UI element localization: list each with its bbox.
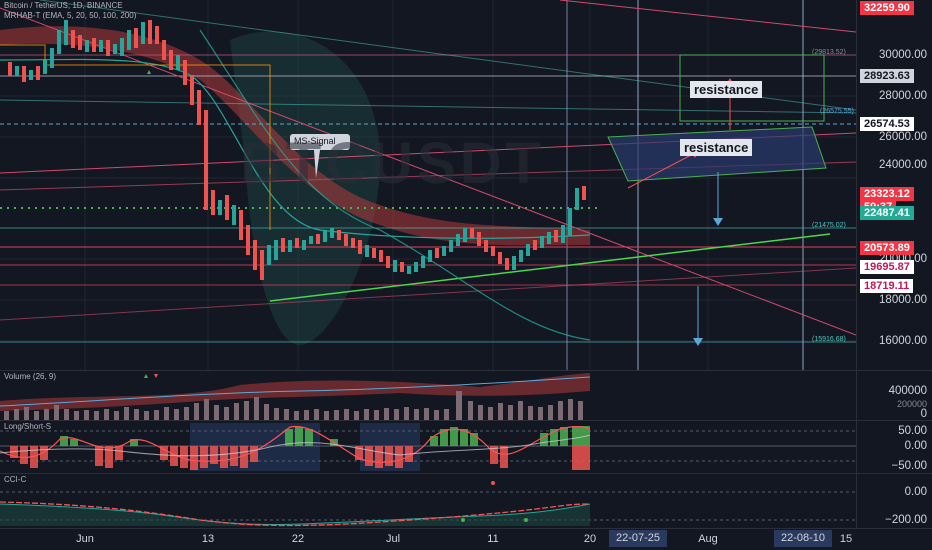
tick-16000: 16000.00 (879, 335, 927, 347)
resistance-label-top: resistance (690, 81, 763, 98)
level-label-lower: (21475.02) (812, 222, 846, 229)
price-tag-level4: 19695.87 (860, 260, 914, 274)
volume-tick-400000: 400000 (888, 385, 927, 397)
price-tag-ema: 22487.41 (860, 206, 914, 220)
cci-tick-0: 0.00 (904, 486, 927, 498)
cci-pane[interactable]: CCI-C (0, 474, 856, 528)
volume-tick-0: 0 (920, 408, 927, 420)
price-pane[interactable]: BTCUSDT Bitcoin / TetherUS, 1D, BINANCE … (0, 0, 856, 370)
price-tag-current: 23323.12 (860, 187, 914, 201)
time-label-15: 15 (839, 533, 853, 545)
ls-tick-50: 50.00 (898, 425, 927, 437)
time-range-end: 22-08-10 (773, 530, 833, 547)
price-tag-top: 32259.90 (860, 1, 914, 15)
longshort-chart (0, 423, 856, 471)
divider (0, 473, 932, 474)
price-tag-level2: 26574.53 (860, 117, 914, 131)
tick-18000: 18000.00 (879, 294, 927, 306)
cci-chart (0, 481, 856, 527)
time-axis[interactable] (0, 529, 932, 550)
cci-axis: 0.00 −200.00 (856, 474, 932, 528)
volume-pane[interactable]: Volume (26, 9) (0, 371, 856, 420)
ls-tick-neg50: −50.00 (891, 460, 928, 472)
divider (0, 370, 932, 371)
time-label-aug: Aug (698, 533, 718, 545)
tick-30000: 30000.00 (879, 49, 927, 61)
price-chart (0, 0, 856, 370)
cci-tick-neg200: −200.00 (885, 514, 927, 526)
time-label-jun: Jun (76, 533, 94, 545)
ms-signal-label: MS-Signal (294, 136, 336, 146)
price-tag-level3: 20573.89 (860, 241, 914, 255)
price-tag-level5: 18719.11 (860, 279, 914, 293)
price-axis[interactable]: 30000.00 28000.00 26000.00 24000.00 2000… (856, 0, 932, 370)
time-label-13: 13 (201, 533, 215, 545)
time-label-11: 11 (487, 533, 499, 545)
volume-axis: 400000 200000 0 (856, 371, 932, 420)
chart-title: Bitcoin / TetherUS, 1D, BINANCE (4, 1, 123, 10)
cci-label: CCI-C (4, 475, 27, 484)
longshort-label: Long/Short-S (4, 422, 52, 431)
tick-24000: 24000.00 (879, 159, 927, 171)
divider (0, 528, 932, 529)
candles (8, 20, 586, 280)
tick-26000: 26000.00 (879, 131, 927, 143)
resistance-label-mid: resistance (680, 139, 753, 156)
indicator-title: MRHAB-T (EMA, 5, 20, 50, 100, 200) (4, 11, 137, 20)
price-tag-level1: 28923.63 (860, 69, 914, 83)
longshort-pane[interactable]: Long/Short-S (0, 421, 856, 473)
watermark: BTCUSDT (240, 131, 546, 196)
time-label-20: 20 (583, 533, 597, 545)
time-label-jul: Jul (385, 533, 401, 545)
level-label-upper: (29813.52) (812, 49, 846, 56)
level-label-mid-right: (26575.55) (820, 108, 854, 115)
tick-28000: 28000.00 (879, 90, 927, 102)
divider (0, 420, 932, 421)
volume-tick-200000: 200000 (896, 399, 927, 409)
ls-tick-0: 0.00 (904, 440, 927, 452)
time-label-22: 22 (291, 533, 305, 545)
level-label-bottom: (15916.68) (812, 336, 846, 343)
time-range-start: 22-07-25 (608, 530, 668, 547)
volume-label: Volume (26, 9) (4, 372, 57, 381)
longshort-axis: 50.00 0.00 −50.00 (856, 421, 932, 473)
volume-chart (0, 373, 591, 420)
